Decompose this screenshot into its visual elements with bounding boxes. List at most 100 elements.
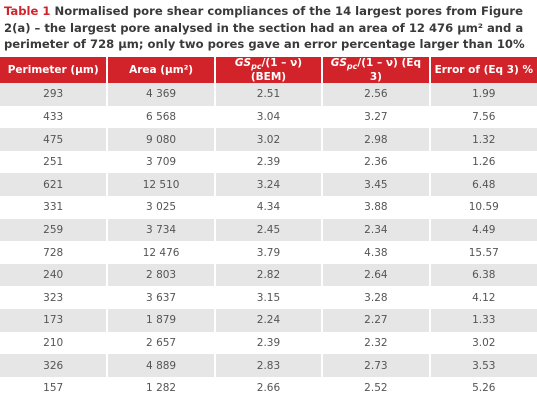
- table-cell: 433: [0, 105, 109, 129]
- table-cell: 728: [0, 241, 109, 264]
- table-cell: 240: [0, 263, 109, 287]
- table-cell: 2.24: [214, 309, 324, 332]
- table-row: 259 3 734 2.45 2.34 4.49: [0, 218, 537, 242]
- header-cell: GSpc/(1 – ν) (Eq 3): [322, 57, 431, 84]
- header-cell: GSpc/(1 – ν) (BEM): [214, 57, 324, 84]
- header-rest: /(1 – ν) (Eq 3): [357, 57, 421, 84]
- table-cell: 6.48: [429, 173, 537, 197]
- table-cell: 3 734: [107, 218, 216, 242]
- table-cell: 6.38: [429, 263, 537, 287]
- table-cell: 9 080: [107, 128, 216, 151]
- table-row: 433 6 568 3.04 3.27 7.56: [0, 105, 537, 129]
- table-cell: 2.27: [322, 309, 431, 332]
- table-cell: 251: [0, 150, 109, 174]
- header-sub: pc: [251, 62, 262, 72]
- table-cell: 1 282: [107, 376, 216, 400]
- table-cell: 15.57: [468, 246, 499, 259]
- table-cell: 323: [0, 286, 109, 310]
- table-cell: 2.32: [322, 331, 431, 355]
- table-cell: 12 476: [107, 241, 216, 264]
- header-main: GS: [330, 57, 347, 69]
- table-cell: 1.99: [429, 83, 537, 106]
- table-cell: 2.45: [214, 218, 324, 242]
- table-row: 157 1 282 2.66 2.52 5.26: [0, 376, 537, 400]
- table-cell: 6 568: [107, 105, 216, 129]
- table-cell: 2.56: [322, 83, 431, 106]
- table-cell: 5.26: [472, 382, 496, 395]
- table-cell: 3.27: [322, 105, 431, 129]
- table-cell: 2.98: [322, 128, 431, 151]
- table-cell: 12 510: [107, 173, 216, 197]
- table-cell: 3.02: [214, 128, 324, 151]
- header-sub: pc: [346, 62, 358, 72]
- caption-label: Table 1: [4, 4, 51, 18]
- table-cell: 2.66: [214, 376, 324, 400]
- table-cell: 2.73: [322, 354, 431, 377]
- table-row: 210 2 657 2.39 2.32 3.02: [0, 331, 537, 355]
- table-cell: 621: [0, 173, 109, 197]
- header-cell: Perimeter (µm): [0, 57, 109, 84]
- table-cell: 2.64: [322, 263, 431, 287]
- table-cell: 2.34: [322, 218, 431, 242]
- table-cell: 4.12: [472, 291, 496, 304]
- table-cell: 3.04: [214, 105, 324, 129]
- table-cell: 259: [0, 218, 109, 242]
- table-row: 326 4 889 2.83 2.73 3.53: [0, 354, 537, 377]
- table-cell: 3.53: [429, 354, 537, 377]
- table-cell: 3 709: [107, 150, 216, 174]
- table-cell: 4.34: [214, 196, 324, 219]
- table-row: 728 12 476 3.79 4.38 15.57: [0, 241, 537, 264]
- table-cell: 4 889: [107, 354, 216, 377]
- table-cell: 4 369: [107, 83, 216, 106]
- table-cell: 3.88: [322, 196, 431, 219]
- table-cell: 173: [0, 309, 109, 332]
- table-cell: 7.56: [472, 110, 496, 123]
- table-cell: 3 025: [107, 196, 216, 219]
- table-cell: 210: [0, 331, 109, 355]
- table-cell: 2.52: [322, 376, 431, 400]
- header-main: GS: [234, 57, 252, 69]
- table-cell: 4.49: [429, 218, 537, 242]
- caption-text: Normalised pore shear compliances of the…: [4, 4, 525, 51]
- table-cell: 293: [0, 83, 109, 106]
- table-cell: 1.26: [472, 156, 496, 169]
- table-cell: 3.45: [322, 173, 431, 197]
- table-row: 240 2 803 2.82 2.64 6.38: [0, 263, 537, 287]
- table-row: 173 1 879 2.24 2.27 1.33: [0, 309, 537, 332]
- table-cell: 2 803: [107, 263, 216, 287]
- header-rest: /(1 – ν) (BEM): [250, 57, 303, 84]
- header-row: Perimeter (µm) Area (µm²) GSpc/(1 – ν) (BE…: [0, 57, 537, 84]
- table-cell: 3.28: [322, 286, 431, 310]
- table-row: 475 9 080 3.02 2.98 1.32: [0, 128, 537, 151]
- table-cell: 2.82: [214, 263, 324, 287]
- header-text: Error of (Eq 3) %: [434, 64, 533, 77]
- table-cell: 4.38: [322, 241, 431, 264]
- header-cell: Area (µm²): [107, 57, 216, 84]
- header-text: Perimeter (µm): [7, 64, 99, 77]
- table-cell: 3.15: [214, 286, 324, 310]
- table-cell: 475: [0, 128, 109, 151]
- header-text: Area (µm²): [129, 64, 194, 77]
- table-cell: 331: [0, 196, 109, 219]
- table-row: 293 4 369 2.51 2.56 1.99: [0, 83, 537, 106]
- table-body: 293 4 369 2.51 2.56 1.99 433 6 568 3.04 3.27 7.56…: [0, 83, 537, 400]
- table-row: 331 3 025 4.34 3.88 10.59: [0, 196, 537, 219]
- table-cell: 2.51: [214, 83, 324, 106]
- table-row: 251 3 709 2.39 2.36 1.26: [0, 150, 537, 174]
- header-cell: Error of (Eq 3) %: [429, 57, 537, 84]
- table-row: 621 12 510 3.24 3.45 6.48: [0, 173, 537, 197]
- table-row: 323 3 637 3.15 3.28 4.12: [0, 286, 537, 310]
- table-cell: 3.02: [472, 336, 496, 349]
- table-cell: 1.32: [429, 128, 537, 151]
- table-cell: 157: [0, 376, 109, 400]
- table: Perimeter (µm) Area (µm²) GSpc/(1 – ν) (BE…: [0, 57, 537, 400]
- table-cell: 2.39: [214, 331, 324, 355]
- table-cell: 2.36: [322, 150, 431, 174]
- table-cell: 1.33: [429, 309, 537, 332]
- table-cell: 3.79: [214, 241, 324, 264]
- table-cell: 2.83: [214, 354, 324, 377]
- table-cell: 2 657: [107, 331, 216, 355]
- table-cell: 326: [0, 354, 109, 377]
- table-cell: 1 879: [107, 309, 216, 332]
